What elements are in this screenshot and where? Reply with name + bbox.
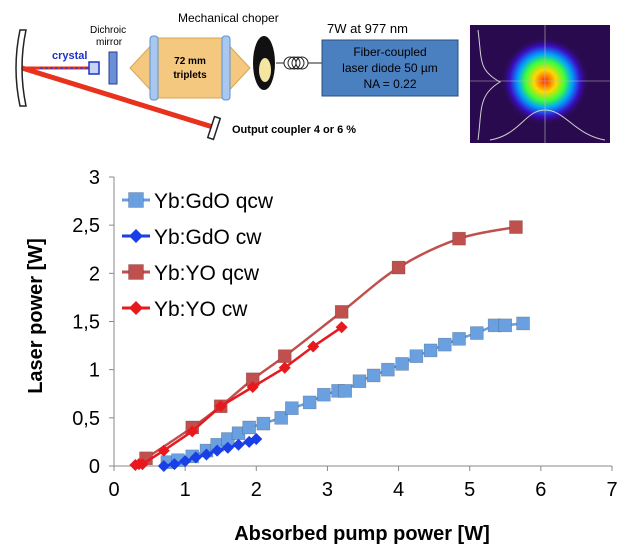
- data-point-yb-gdo-cw: [179, 455, 192, 468]
- beam-profile-image: [470, 25, 610, 143]
- series-yb-gdo-cw: [157, 433, 263, 472]
- legend-marker-yb-yo-cw: [129, 301, 143, 315]
- crystal-icon: [88, 61, 100, 75]
- data-point-yb-gdo-qcw: [352, 374, 367, 389]
- chopper-label: Mechanical choper: [178, 11, 279, 25]
- data-point-yb-gdo-qcw: [242, 420, 256, 435]
- laser-beam-diagonal: [21, 65, 217, 131]
- data-point-yb-gdo-qcw: [409, 349, 424, 363]
- y-tick-label: 2: [89, 263, 100, 285]
- x-tick-label: 5: [464, 479, 475, 501]
- data-point-yb-gdo-qcw: [381, 362, 395, 377]
- legend-label-yb-gdo-cw: Yb:GdO cw: [154, 226, 262, 249]
- laser-power-chart: 0 0,5 1 1,5 2 2,5 3 0 1 2 3 4 5 6 7 Yb:GdO qcw Yb:GdO c…: [25, 167, 618, 545]
- data-point-yb-yo-qcw: [277, 349, 292, 363]
- x-tick-label: 4: [393, 479, 404, 501]
- data-point-yb-gdo-cw: [189, 451, 202, 464]
- x-tick-label: 0: [108, 479, 119, 501]
- triplet-lens-right-icon: [221, 35, 231, 101]
- y-tick-label: 0: [89, 456, 100, 478]
- pump-spec-label: 7W at 977 nm: [327, 21, 408, 36]
- triplets-label-line1: 72 mm: [174, 56, 206, 67]
- data-point-yb-gdo-qcw: [470, 326, 484, 340]
- diode-box: [321, 39, 459, 97]
- diode-line3: NA = 0.22: [363, 77, 416, 91]
- triplet-lens-left-icon: [149, 35, 159, 101]
- data-point-yb-yo-qcw: [334, 305, 349, 319]
- output-coupler-icon: [206, 115, 222, 141]
- legend-marker-yb-gdo-cw: [129, 229, 143, 243]
- y-tick-label: 0,5: [72, 408, 100, 430]
- data-point-yb-gdo-qcw: [285, 401, 299, 415]
- data-point-yb-gdo-cw: [168, 458, 181, 471]
- dichroic-mirror-icon: [108, 51, 118, 85]
- triplets-label-line2: triplets: [173, 70, 207, 81]
- diode-line1: Fiber-coupled: [353, 45, 426, 59]
- x-axis-title: Absorbed pump power [W]: [234, 523, 490, 545]
- x-tick-label: 2: [251, 479, 262, 501]
- data-point-yb-gdo-qcw: [498, 318, 513, 333]
- fiber-coil-icon: [276, 56, 322, 70]
- x-tick-label: 3: [322, 479, 333, 501]
- dichroic-label-line2: mirror: [96, 37, 123, 48]
- chart-legend: Yb:GdO qcw Yb:GdO cw Yb:YO qcw Yb:YO cw: [122, 190, 274, 321]
- data-point-yb-yo-cw: [335, 321, 348, 334]
- data-point-yb-yo-cw: [157, 444, 170, 457]
- series-yb-yo-cw: [129, 321, 348, 472]
- triplets-assembly: [129, 37, 251, 99]
- chopper-window-icon: [259, 58, 271, 82]
- y-tick-label: 1,5: [72, 312, 100, 334]
- y-tick-label: 3: [89, 167, 100, 189]
- x-tick-label: 1: [180, 479, 191, 501]
- series-line-yb-gdo-cw: [163, 437, 257, 468]
- data-point-yb-gdo-qcw: [438, 337, 452, 352]
- data-point-yb-gdo-qcw: [274, 411, 288, 425]
- legend-label-yb-gdo-qcw: Yb:GdO qcw: [154, 190, 274, 213]
- legend-marker-yb-gdo-qcw: [128, 192, 144, 208]
- data-point-yb-yo-qcw: [452, 231, 466, 246]
- data-point-yb-yo-cw: [307, 340, 320, 353]
- data-point-yb-gdo-qcw: [516, 316, 530, 331]
- chart-series: [129, 220, 530, 472]
- data-point-yb-gdo-cw: [250, 433, 263, 446]
- data-point-yb-gdo-cw: [211, 444, 224, 457]
- legend-label-yb-yo-qcw: Yb:YO qcw: [154, 262, 260, 285]
- data-point-yb-gdo-qcw: [366, 368, 381, 383]
- end-mirror-icon: [15, 29, 27, 107]
- data-point-yb-gdo-qcw: [256, 416, 271, 431]
- data-point-yb-gdo-qcw: [423, 343, 438, 358]
- series-yb-gdo-qcw: [160, 316, 530, 469]
- data-point-yb-yo-cw: [278, 361, 291, 374]
- data-point-yb-gdo-qcw: [302, 395, 317, 410]
- x-tick-label: 6: [535, 479, 546, 501]
- output-coupler-label: Output coupler 4 or 6 %: [232, 124, 356, 136]
- legend-label-yb-yo-cw: Yb:YO cw: [154, 298, 248, 321]
- y-tick-label: 2,5: [72, 215, 100, 237]
- chart-axes: 0 0,5 1 1,5 2 2,5 3 0 1 2 3 4 5 6 7: [72, 167, 617, 501]
- dichroic-label-line1: Dichroic: [90, 25, 126, 36]
- data-point-yb-yo-cw: [246, 381, 259, 394]
- data-point-yb-yo-cw: [214, 400, 227, 413]
- data-point-yb-gdo-cw: [232, 438, 245, 451]
- setup-schematic: crystal Dichroic mirror 72 mm triplets M…: [15, 11, 610, 143]
- x-tick-label: 7: [606, 479, 617, 501]
- data-point-yb-gdo-cw: [200, 448, 213, 461]
- crystal-label: crystal: [52, 50, 87, 62]
- data-point-yb-gdo-qcw: [317, 387, 331, 402]
- data-point-yb-gdo-qcw: [452, 332, 466, 346]
- data-point-yb-gdo-cw: [221, 441, 234, 454]
- diode-line2: laser diode 50 µm: [342, 61, 438, 75]
- data-point-yb-gdo-qcw: [338, 384, 353, 398]
- data-point-yb-yo-cw: [136, 458, 149, 471]
- data-point-yb-yo-cw: [186, 425, 199, 438]
- data-point-yb-yo-qcw: [391, 260, 406, 275]
- data-point-yb-gdo-cw: [157, 460, 170, 472]
- y-tick-label: 1: [89, 360, 100, 382]
- y-axis-title: Laser power [W]: [25, 238, 47, 394]
- data-point-yb-gdo-qcw: [395, 357, 409, 371]
- data-point-yb-yo-qcw: [509, 220, 523, 234]
- legend-marker-yb-yo-qcw: [128, 264, 144, 280]
